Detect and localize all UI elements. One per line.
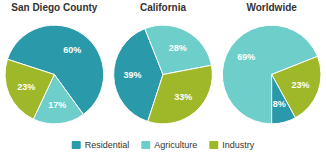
data-label: 28% <box>169 43 187 53</box>
data-label: 69% <box>237 52 255 62</box>
data-label: 17% <box>48 100 66 110</box>
legend-swatch <box>141 141 150 149</box>
legend-swatch <box>72 141 81 149</box>
legend-label: Industry <box>222 140 255 150</box>
data-label: 39% <box>123 70 141 80</box>
pie-title: California <box>140 2 187 13</box>
pie: San Diego County 60% 17% 23% <box>5 2 104 124</box>
data-label: 60% <box>63 45 81 55</box>
legend: Residential Agriculture Industry <box>72 140 255 150</box>
pie: Worldwide 69% 23% 8% <box>222 2 321 124</box>
data-label: 33% <box>174 92 192 102</box>
legend-swatch <box>209 141 218 149</box>
pie-slice <box>5 59 54 119</box>
data-label: 8% <box>273 99 286 109</box>
data-label: 23% <box>17 82 35 92</box>
chart: San Diego County 60% 17% 23% California 39% 28… <box>0 0 326 154</box>
pie: California 39% 28% 33% <box>114 2 213 124</box>
legend-label: Agriculture <box>154 140 197 150</box>
data-label: 23% <box>291 80 309 90</box>
legend-label: Residential <box>85 140 130 150</box>
pie-title: San Diego County <box>11 2 98 13</box>
pie-title: Worldwide <box>246 2 297 13</box>
pie-slice <box>148 65 213 124</box>
